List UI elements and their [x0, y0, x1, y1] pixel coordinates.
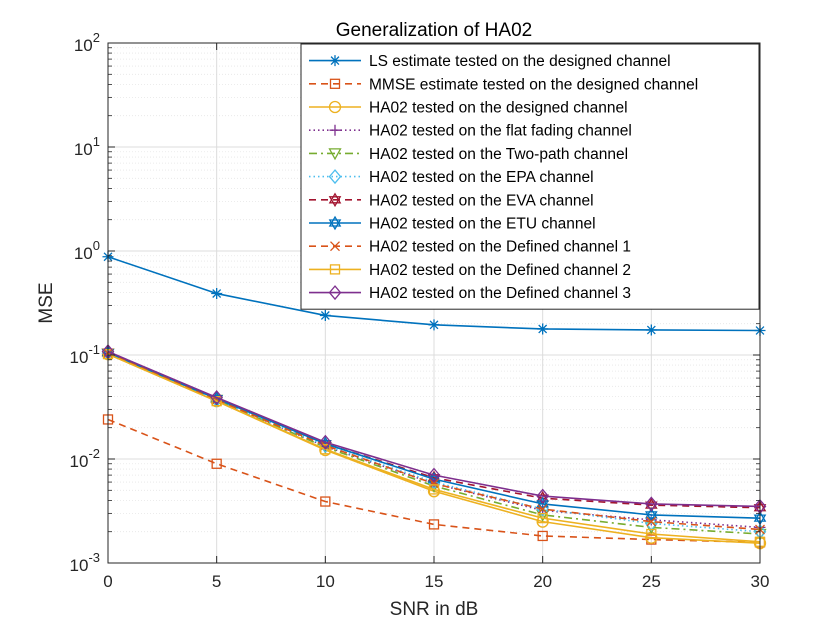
legend-entry: LS estimate tested on the designed chann…: [309, 53, 671, 70]
data-point-marker: [536, 488, 550, 504]
data-point-marker: [211, 395, 222, 407]
legend-entry: HA02 tested on the Two-path channel: [309, 146, 628, 163]
data-point-marker: [536, 496, 549, 512]
x-axis-label: SNR in dB: [390, 599, 479, 620]
data-point-marker: [646, 534, 657, 545]
legend-label: HA02 tested on the Defined channel 3: [369, 285, 631, 302]
y-tick-label: 10-3: [70, 550, 100, 575]
legend-entry: HA02 tested on the ETU channel: [309, 216, 596, 233]
data-point-marker: [210, 390, 224, 406]
data-point-marker: [646, 528, 657, 540]
y-tick-label: 10-1: [70, 342, 100, 367]
legend-entry: HA02 tested on the designed channel: [309, 100, 628, 117]
legend-marker: [328, 192, 342, 208]
legend-entry: HA02 tested on the Defined channel 2: [309, 262, 631, 279]
legend-entry: HA02 tested on the flat fading channel: [309, 123, 632, 140]
legend-label: HA02 tested on the Defined channel 1: [369, 239, 631, 256]
series-line: [107, 350, 761, 508]
legend-label: HA02 tested on the flat fading channel: [369, 123, 632, 140]
legend-box: [300, 43, 760, 310]
legend-marker: [329, 264, 341, 275]
legend-label: MMSE estimate tested on the designed cha…: [369, 76, 698, 93]
legend-marker-tri-up: [328, 192, 342, 204]
data-point-marker: [319, 309, 331, 321]
data-point-marker: [537, 323, 549, 335]
data-point-marker: [537, 504, 548, 515]
legend-label: HA02 tested on the designed channel: [369, 100, 628, 117]
data-point-marker: [427, 467, 441, 483]
legend-label: HA02 tested on the EPA channel: [369, 169, 594, 186]
legend-entry: HA02 tested on the EPA channel: [309, 169, 594, 186]
legend-marker: [328, 148, 342, 161]
series-11: [101, 344, 767, 514]
data-point-marker: [646, 516, 657, 527]
y-tick-label: 10-2: [70, 446, 100, 471]
series-line: [107, 351, 761, 509]
legend: LS estimate tested on the designed chann…: [300, 43, 760, 310]
legend-marker: [328, 169, 342, 185]
chart-title: Generalization of HA02: [336, 20, 532, 41]
data-point-marker: [537, 512, 548, 524]
data-point-marker: [537, 530, 548, 542]
data-point-marker: [428, 519, 440, 530]
x-tick-label: 0: [103, 572, 112, 591]
legend-marker-tri-down: [328, 196, 342, 208]
legend-marker: [329, 78, 341, 89]
x-tick-label: 5: [212, 572, 221, 591]
legend-label: HA02 tested on the EVA channel: [369, 192, 594, 209]
data-point-marker: [320, 444, 331, 455]
legend-marker: [328, 100, 342, 114]
legend-entry: HA02 tested on the Defined channel 1: [309, 239, 631, 256]
legend-marker: [328, 215, 342, 231]
axis-ticks: 0 5 10 15 20 25 30 10-3 10-2 10-1 100 101 102: [70, 30, 770, 591]
y-tick-label: 100: [74, 238, 100, 263]
y-axis-label: MSE: [36, 282, 57, 323]
series-line: [107, 353, 761, 543]
data-point-marker-tri-up: [536, 496, 549, 508]
data-point-marker: [211, 458, 222, 469]
data-point-marker: [429, 478, 439, 489]
legend-label: HA02 tested on the ETU channel: [369, 216, 596, 233]
data-point-marker: [644, 496, 658, 512]
legend-entry: MMSE estimate tested on the designed cha…: [309, 76, 698, 93]
data-point-marker: [318, 434, 332, 450]
legend-label: LS estimate tested on the designed chann…: [369, 53, 671, 70]
data-point-marker: [428, 484, 440, 495]
x-tick-label: 10: [316, 572, 335, 591]
legend-entry: HA02 tested on the Defined channel 3: [309, 285, 631, 302]
legend-label: HA02 tested on the Two-path channel: [369, 146, 628, 163]
x-tick-label: 15: [425, 572, 444, 591]
data-point-marker: [428, 319, 440, 331]
y-tick-label: 102: [74, 30, 100, 55]
x-tick-label: 30: [751, 572, 770, 591]
data-point-marker-tri-down: [536, 500, 549, 512]
x-tick-label: 20: [533, 572, 552, 591]
legend-marker-tri-down: [328, 219, 342, 231]
data-point-marker: [645, 324, 657, 336]
legend-marker: [328, 285, 342, 301]
legend-marker: [330, 241, 340, 252]
legend-entry: HA02 tested on the EVA channel: [309, 192, 594, 209]
data-point-marker: [320, 496, 331, 507]
data-point-marker: [211, 288, 223, 300]
legend-marker: [329, 55, 341, 67]
legend-marker-tri-up: [328, 215, 342, 227]
series-line: [107, 352, 761, 519]
data-point-marker-tri-up: [645, 507, 658, 519]
x-tick-label: 25: [642, 572, 661, 591]
data-point-marker: [645, 507, 658, 523]
data-point-marker-tri-down: [645, 511, 658, 523]
legend-marker: [329, 124, 341, 136]
legend-label: HA02 tested on the Defined channel 2: [369, 262, 631, 279]
y-tick-label: 101: [74, 134, 100, 159]
